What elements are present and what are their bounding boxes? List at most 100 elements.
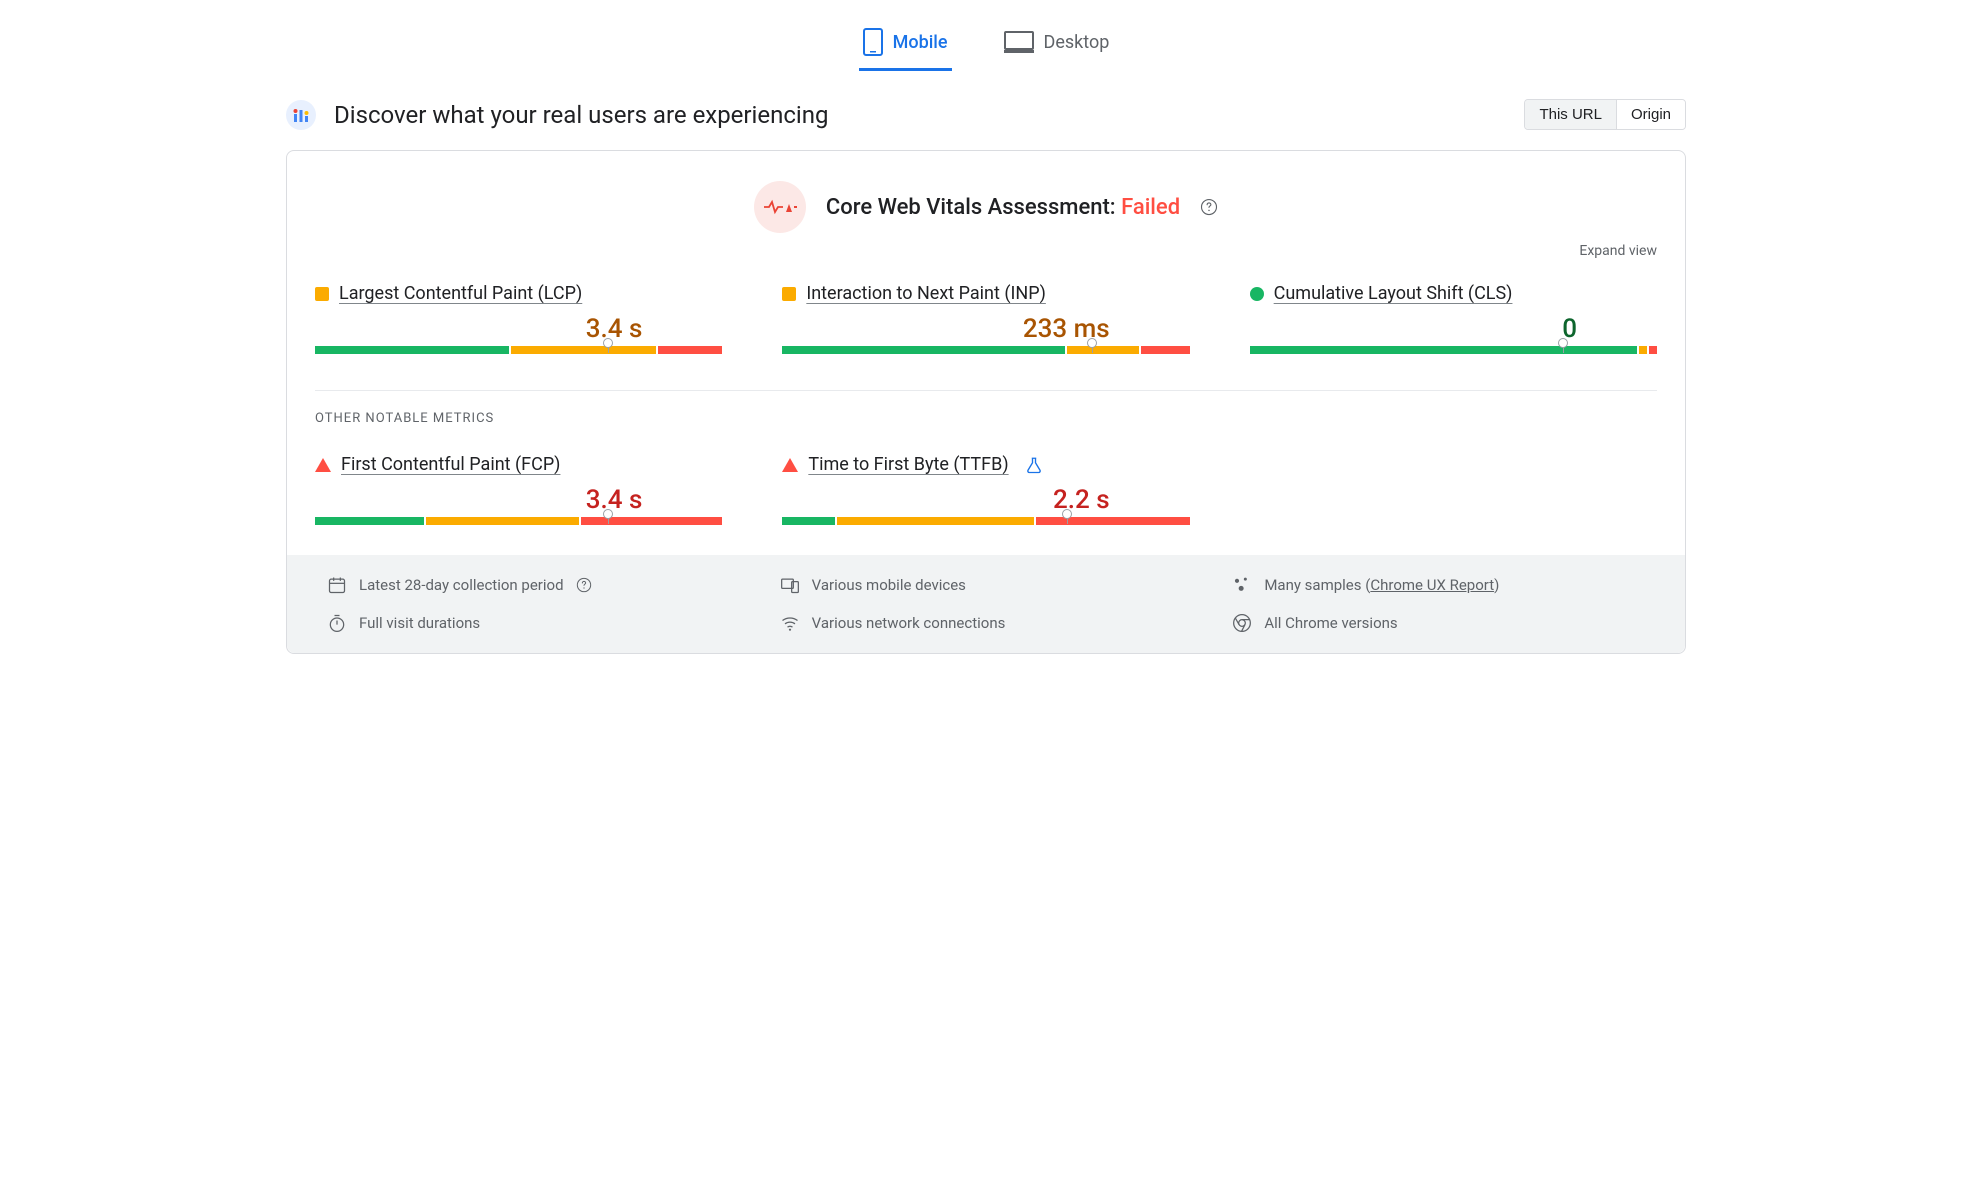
seg-poor: [1141, 346, 1189, 354]
stopwatch-icon: [327, 613, 347, 633]
other-notable-label: Other Notable Metrics: [315, 411, 1657, 426]
fact-connections: Various network connections: [780, 613, 1193, 633]
wifi-icon: [780, 613, 800, 633]
metric-value: 3.4 s: [315, 485, 722, 515]
percentile-marker: [1062, 509, 1072, 519]
status-icon: [782, 287, 796, 301]
help-icon[interactable]: [1200, 198, 1218, 216]
seg-good: [315, 346, 509, 354]
metric-cls: Cumulative Layout Shift (CLS) 0: [1250, 283, 1657, 354]
pagespeed-icon: [286, 100, 316, 130]
status-icon: [1250, 287, 1264, 301]
seg-good: [782, 517, 834, 525]
scope-toggle: This URL Origin: [1524, 99, 1686, 130]
crux-report-link[interactable]: Chrome UX Report: [1370, 576, 1494, 594]
percentile-marker: [603, 509, 613, 519]
scope-origin[interactable]: Origin: [1616, 100, 1685, 129]
separator: [315, 390, 1657, 391]
scatter-icon: [1232, 575, 1252, 595]
metric-name-link[interactable]: Time to First Byte (TTFB): [808, 454, 1008, 475]
metric-title: Cumulative Layout Shift (CLS): [1250, 283, 1657, 304]
metric-ttfb: Time to First Byte (TTFB) 2.2 s: [782, 454, 1189, 525]
seg-needs: [511, 346, 656, 354]
mobile-icon: [863, 28, 883, 56]
seg-good: [1250, 346, 1637, 354]
metric-distribution: [782, 517, 1189, 525]
assessment-status: Failed: [1121, 195, 1180, 220]
chrome-icon: [1232, 613, 1252, 633]
percentile-marker: [1087, 338, 1097, 348]
metric-distribution: [315, 517, 722, 525]
percentile-marker: [1558, 338, 1568, 348]
metric-name-link[interactable]: Largest Contentful Paint (LCP): [339, 283, 582, 304]
core-metrics-grid: Largest Contentful Paint (LCP) 3.4 s Inter…: [315, 283, 1657, 354]
fact-durations-text: Full visit durations: [359, 614, 480, 632]
metric-value: 233 ms: [782, 314, 1189, 344]
metric-lcp: Largest Contentful Paint (LCP) 3.4 s: [315, 283, 722, 354]
metric-fcp: First Contentful Paint (FCP) 3.4 s: [315, 454, 722, 525]
fact-connections-text: Various network connections: [812, 614, 1006, 632]
seg-needs: [837, 517, 1035, 525]
assessment-text: Core Web Vitals Assessment: Failed: [826, 195, 1180, 220]
status-icon: [315, 458, 331, 472]
header-left: Discover what your real users are experi…: [286, 100, 828, 130]
calendar-icon: [327, 575, 347, 595]
metric-value: 0: [1250, 314, 1657, 344]
metric-value: 2.2 s: [782, 485, 1189, 515]
assessment-row: Core Web Vitals Assessment: Failed: [315, 181, 1657, 233]
metric-title: Interaction to Next Paint (INP): [782, 283, 1189, 304]
pulse-icon: [754, 181, 806, 233]
metric-name-link[interactable]: Interaction to Next Paint (INP): [806, 283, 1046, 304]
fact-devices: Various mobile devices: [780, 575, 1193, 595]
seg-needs: [1639, 346, 1647, 354]
tab-mobile-label: Mobile: [893, 32, 948, 53]
metric-distribution: [782, 346, 1189, 354]
page-title: Discover what your real users are experi…: [334, 101, 828, 129]
metric-value: 3.4 s: [315, 314, 722, 344]
help-icon[interactable]: [576, 577, 592, 593]
metric-title: First Contentful Paint (FCP): [315, 454, 722, 475]
fact-durations: Full visit durations: [327, 613, 740, 633]
seg-poor: [658, 346, 723, 354]
tab-desktop-label: Desktop: [1044, 32, 1110, 53]
header-row: Discover what your real users are experi…: [286, 99, 1686, 130]
seg-poor: [581, 517, 722, 525]
seg-good: [782, 346, 1064, 354]
fact-collection: Latest 28-day collection period: [327, 575, 740, 595]
fact-versions-text: All Chrome versions: [1264, 614, 1397, 632]
fact-devices-text: Various mobile devices: [812, 576, 966, 594]
assessment-label: Core Web Vitals Assessment:: [826, 195, 1116, 220]
experimental-icon: [1025, 456, 1043, 474]
seg-poor: [1036, 517, 1189, 525]
scope-this-url[interactable]: This URL: [1525, 100, 1616, 129]
metric-distribution: [315, 346, 722, 354]
seg-needs: [426, 517, 579, 525]
fact-versions: All Chrome versions: [1232, 613, 1645, 633]
metric-title: Largest Contentful Paint (LCP): [315, 283, 722, 304]
fact-samples-post: ): [1494, 576, 1499, 594]
metric-name-link[interactable]: Cumulative Layout Shift (CLS): [1274, 283, 1513, 304]
metric-name-link[interactable]: First Contentful Paint (FCP): [341, 454, 560, 475]
expand-view-button[interactable]: Expand view: [315, 243, 1657, 259]
vitals-card: Core Web Vitals Assessment: Failed Expan…: [286, 150, 1686, 654]
device-tabs: Mobile Desktop: [286, 20, 1686, 71]
facts-footer: Latest 28-day collection period Various …: [287, 555, 1685, 653]
seg-good: [315, 517, 424, 525]
tab-desktop[interactable]: Desktop: [1000, 23, 1114, 68]
seg-needs: [1067, 346, 1140, 354]
fact-samples-pre: Many samples (: [1264, 576, 1370, 594]
percentile-marker: [603, 338, 613, 348]
devices-icon: [780, 575, 800, 595]
desktop-icon: [1004, 31, 1034, 53]
other-metrics-grid: First Contentful Paint (FCP) 3.4 s Time to…: [315, 454, 1657, 525]
seg-poor: [1649, 346, 1657, 354]
metric-inp: Interaction to Next Paint (INP) 233 ms: [782, 283, 1189, 354]
metric-title: Time to First Byte (TTFB): [782, 454, 1189, 475]
metric-distribution: [1250, 346, 1657, 354]
tab-mobile[interactable]: Mobile: [859, 20, 952, 71]
status-icon: [315, 287, 329, 301]
fact-samples: Many samples (Chrome UX Report): [1232, 575, 1645, 595]
status-icon: [782, 458, 798, 472]
page-root: Mobile Desktop Discover what your real: [266, 0, 1706, 674]
fact-collection-text: Latest 28-day collection period: [359, 576, 564, 594]
